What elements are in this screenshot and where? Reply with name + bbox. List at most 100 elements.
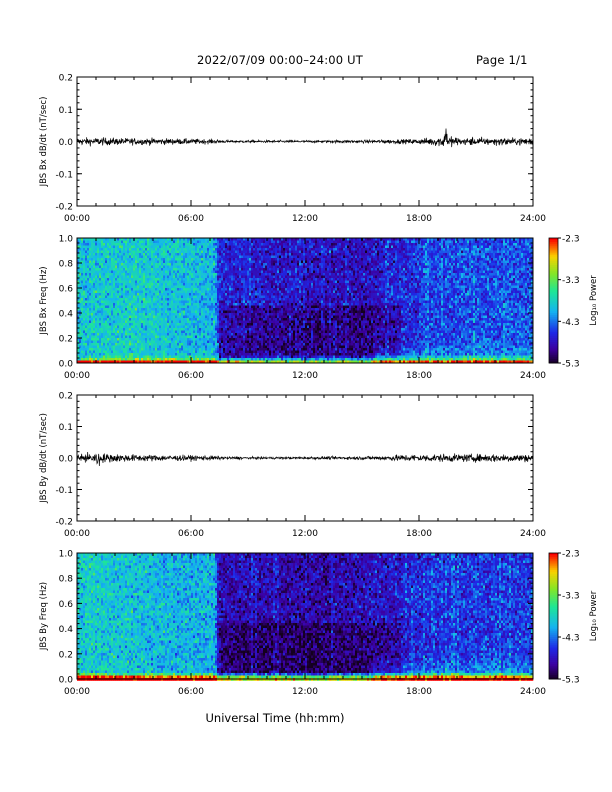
spectrogram-cell <box>249 353 252 356</box>
spectrogram-cell <box>229 360 232 364</box>
spectrogram-cell <box>123 345 126 349</box>
spectrogram-cell <box>227 290 230 294</box>
spectrogram-cell <box>141 273 144 276</box>
spectrogram-cell <box>121 260 124 264</box>
spectrogram-cell <box>107 275 110 279</box>
spectrogram-cell <box>157 253 160 256</box>
spectrogram-cell <box>113 238 116 241</box>
spectrogram-cell <box>153 290 156 294</box>
spectrogram-cell <box>99 313 102 316</box>
spectrogram-cell <box>243 350 246 354</box>
spectrogram-cell <box>169 360 172 364</box>
spectrogram-cell <box>219 320 222 324</box>
spectrogram-cell <box>201 353 204 356</box>
spectrogram-cell <box>125 273 128 276</box>
spectrogram-cell <box>267 248 270 251</box>
spectrogram-cell <box>219 253 222 256</box>
spectrogram-cell <box>147 328 150 331</box>
spectrogram-cell <box>77 310 80 314</box>
spectrogram-cell <box>111 280 114 284</box>
spectrogram-cell <box>181 275 184 279</box>
spectrogram-cell <box>183 355 186 359</box>
spectrogram-cell <box>253 265 256 269</box>
spectrogram-cell <box>133 245 136 249</box>
spectrogram-cell <box>195 243 198 246</box>
spectrogram-cell <box>213 303 216 306</box>
spectrogram-cell <box>117 303 120 306</box>
spectrogram-cell <box>203 295 206 299</box>
spectrogram-cell <box>247 308 250 311</box>
spectrogram-cell <box>213 333 216 336</box>
spectrogram-cell <box>205 288 208 291</box>
spectrogram-cell <box>233 338 236 341</box>
spectrogram-cell <box>263 290 266 294</box>
spectrogram-cell <box>117 245 120 249</box>
spectrogram-cell <box>121 285 124 289</box>
spectrogram-cell <box>259 238 262 241</box>
spectrogram-cell <box>191 283 194 286</box>
spectrogram-cell <box>155 283 158 286</box>
spectrogram-cell <box>105 240 108 244</box>
spectrogram-cell <box>187 310 190 314</box>
spectrogram-cell <box>105 295 108 299</box>
spectrogram-cell <box>77 335 80 339</box>
spectrogram-cell <box>99 353 102 356</box>
spectrogram-cell <box>227 298 230 301</box>
spectrogram-cell <box>125 340 128 344</box>
spectrogram-cell <box>139 323 142 326</box>
spectrogram-cell <box>195 328 198 331</box>
spectrogram-cell <box>217 303 220 306</box>
spectrogram-cell <box>247 295 250 299</box>
spectrogram-cell <box>125 345 128 349</box>
spectrogram-cell <box>93 270 96 274</box>
spectrogram-cell <box>231 323 234 326</box>
spectrogram-cell <box>159 248 162 251</box>
spectrogram-cell <box>177 298 180 301</box>
spectrogram-cell <box>271 240 274 244</box>
spectrogram-cell <box>149 358 152 361</box>
spectrogram-cell <box>137 268 140 271</box>
spectrogram-cell <box>231 278 234 281</box>
spectrogram-cell <box>183 323 186 326</box>
spectrogram-cell <box>109 248 112 251</box>
spectrogram-cell <box>93 303 96 306</box>
spectrogram-cell <box>243 295 246 299</box>
spectrogram-cell <box>77 250 80 254</box>
spectrogram-cell <box>119 255 122 259</box>
spectrogram-cell <box>179 278 182 281</box>
spectrogram-cell <box>93 315 96 319</box>
spectrogram-cell <box>175 340 178 344</box>
spectrogram-cell <box>163 280 166 284</box>
spectrogram-cell <box>191 310 194 314</box>
spectrogram-cell <box>243 238 246 241</box>
spectrogram-cell <box>223 263 226 266</box>
spectrogram-cell <box>97 273 100 276</box>
spectrogram-cell <box>133 340 136 344</box>
spectrogram-cell <box>153 258 156 261</box>
spectrogram-cell <box>79 360 82 364</box>
spectrogram-cell <box>233 305 236 309</box>
spectrogram-cell <box>253 340 256 344</box>
spectrogram-cell <box>87 293 90 296</box>
spectrogram-cell <box>201 305 204 309</box>
spectrogram-cell <box>87 248 90 251</box>
spectrogram-cell <box>255 270 258 274</box>
spectrogram-cell <box>149 258 152 261</box>
spectrogram-cell <box>235 315 238 319</box>
spectrogram-cell <box>111 245 114 249</box>
spectrogram-cell <box>251 343 254 346</box>
spectrogram-cell <box>173 340 176 344</box>
spectrogram-cell <box>231 240 234 244</box>
spectrogram-cell <box>269 318 272 321</box>
spectrogram-cell <box>227 310 230 314</box>
spectrogram-cell <box>115 310 118 314</box>
spectrogram-cell <box>181 348 184 351</box>
spectrogram-cell <box>207 263 210 266</box>
spectrogram-cell <box>87 263 90 266</box>
spectrogram-cell <box>139 268 142 271</box>
spectrogram-cell <box>241 328 244 331</box>
spectrogram-cell <box>77 285 80 289</box>
spectrogram-cell <box>113 315 116 319</box>
spectrogram-cell <box>187 253 190 256</box>
spectrogram-cell <box>83 330 86 334</box>
